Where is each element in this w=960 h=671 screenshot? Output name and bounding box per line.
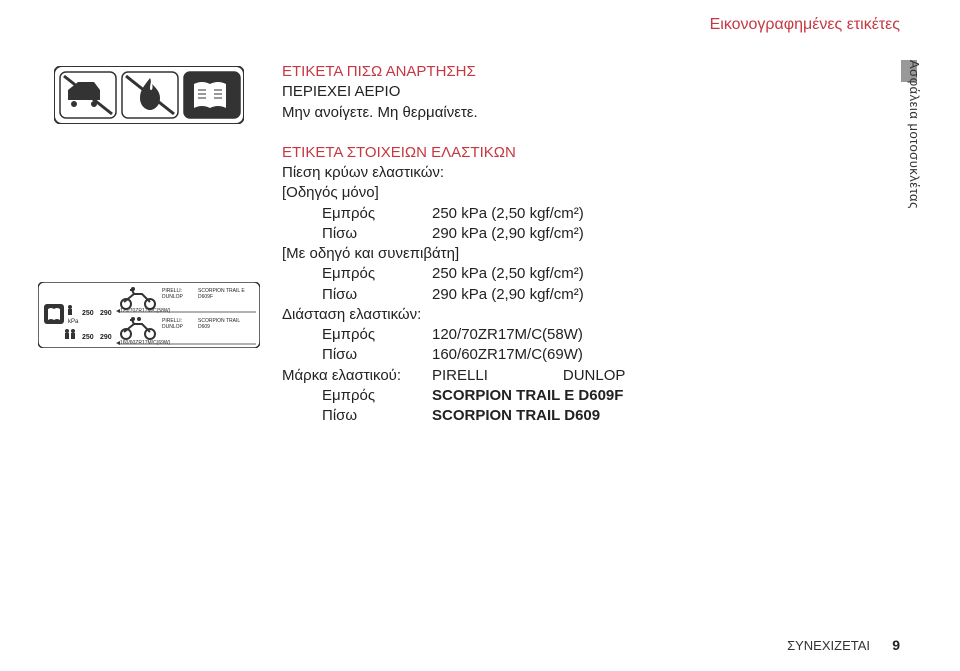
do-not-open-heat: Μην ανοίγετε. Μη θερμαίνετε.: [282, 103, 822, 123]
brand-heading: Μάρκα ελαστικού:: [282, 366, 432, 386]
svg-text:160/60ZR17M/C(69W): 160/60ZR17M/C(69W): [120, 340, 171, 346]
pass-rear-row: Πίσω 290 kPa (2,90 kgf/cm²): [282, 285, 822, 305]
svg-text:120/70ZR17M/C(58W): 120/70ZR17M/C(58W): [120, 308, 171, 314]
rear-suspension-title: ΕΤΙΚΕΤΑ ΠΙΣΩ ΑΝΑΡΤΗΣΗΣ: [282, 62, 822, 82]
cold-pressure-heading: Πίεση κρύων ελαστικών:: [282, 163, 822, 183]
footer-page-number: 9: [892, 637, 900, 653]
svg-text:D609F: D609F: [198, 294, 213, 300]
dim-front: 120/70ZR17M/C(58W): [432, 325, 822, 345]
brand-rear: SCORPION TRAIL D609: [432, 407, 600, 424]
svg-text:290: 290: [100, 334, 112, 341]
brand-heading-row: Μάρκα ελαστικού: PIRELLI DUNLOP: [282, 366, 822, 386]
footer-continued: ΣΥΝΕΧΙΖΕΤΑΙ: [787, 638, 870, 653]
svg-text:250: 250: [82, 310, 94, 317]
svg-text:DUNLOP: DUNLOP: [162, 324, 184, 330]
rear-suspension-warning-label: [54, 66, 244, 124]
dim-rear: 160/60ZR17M/C(69W): [432, 345, 822, 365]
brand-dunlop: DUNLOP: [563, 367, 626, 384]
brand-rear-row: Πίσω SCORPION TRAIL D609: [282, 406, 822, 426]
tire-dimension-heading: Διάσταση ελαστικών:: [282, 305, 822, 325]
dim-front-row: Εμπρός 120/70ZR17M/C(58W): [282, 325, 822, 345]
front-label-4: Εμπρός: [282, 386, 432, 406]
rear-label-4: Πίσω: [282, 406, 432, 426]
dim-rear-row: Πίσω 160/60ZR17M/C(69W): [282, 345, 822, 365]
tire-info-label: kPa 250 290 250 290: [38, 282, 260, 348]
rider-only-label: [Οδηγός μόνο]: [282, 183, 822, 203]
tire-data-title: ΕΤΙΚΕΤΑ ΣΤΟΙΧΕΙΩΝ ΕΛΑΣΤΙΚΩΝ: [282, 143, 822, 163]
rider-rear-row: Πίσω 290 kPa (2,90 kgf/cm²): [282, 224, 822, 244]
pass-front-row: Εμπρός 250 kPa (2,50 kgf/cm²): [282, 264, 822, 284]
pass-front-pressure: 250 kPa (2,50 kgf/cm²): [432, 264, 822, 284]
svg-text:DUNLOP: DUNLOP: [162, 294, 184, 300]
front-label: Εμπρός: [282, 204, 432, 224]
rear-label: Πίσω: [282, 224, 432, 244]
rider-rear-pressure: 290 kPa (2,90 kgf/cm²): [432, 224, 822, 244]
rider-front-pressure: 250 kPa (2,50 kgf/cm²): [432, 204, 822, 224]
pass-rear-pressure: 290 kPa (2,90 kgf/cm²): [432, 285, 822, 305]
brand-front-row: Εμπρός SCORPION TRAIL E D609F: [282, 386, 822, 406]
front-label-3: Εμπρός: [282, 325, 432, 345]
side-section-title: Ασφάλεια μοτοσυκλέτας: [907, 60, 922, 209]
brand-pirelli: PIRELLI: [432, 367, 488, 384]
svg-text:290: 290: [100, 310, 112, 317]
kpa-label: kPa: [68, 319, 79, 325]
svg-text:250: 250: [82, 334, 94, 341]
with-passenger-label: [Με οδηγό και συνεπιβάτη]: [282, 244, 822, 264]
main-content: ΕΤΙΚΕΤΑ ΠΙΣΩ ΑΝΑΡΤΗΣΗΣ ΠΕΡΙΕΧΕΙ ΑΕΡΙΟ Μη…: [282, 62, 822, 426]
rear-label-2: Πίσω: [282, 285, 432, 305]
svg-text:D609: D609: [198, 324, 210, 330]
page-header: Εικονογραφημένες ετικέτες: [710, 16, 900, 34]
contains-gas: ΠΕΡΙΕΧΕΙ ΑΕΡΙΟ: [282, 82, 822, 102]
front-label-2: Εμπρός: [282, 264, 432, 284]
brand-front: SCORPION TRAIL E D609F: [432, 387, 623, 404]
rear-label-3: Πίσω: [282, 345, 432, 365]
rider-front-row: Εμπρός 250 kPa (2,50 kgf/cm²): [282, 204, 822, 224]
